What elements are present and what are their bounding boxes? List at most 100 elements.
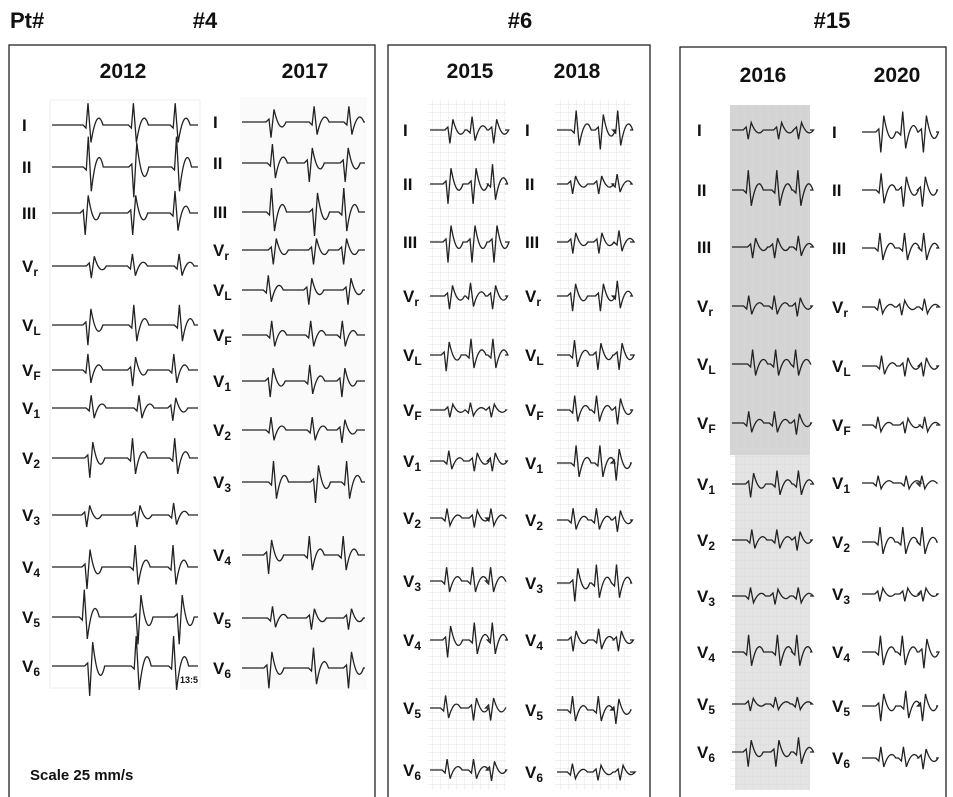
lead-label: I — [22, 116, 27, 135]
lead-label: V4 — [22, 558, 40, 580]
lead-letter: V — [832, 416, 844, 435]
lead-letter: V — [525, 701, 537, 720]
lead-label: I — [213, 113, 218, 132]
lead-subscript: L — [33, 324, 40, 338]
lead-letter: V — [213, 241, 225, 260]
lead-label: VF — [213, 326, 232, 348]
lead-letter: III — [832, 239, 846, 258]
lead-letter: V — [22, 506, 34, 525]
lead-label: II — [22, 158, 31, 177]
lead-label: Vr — [22, 257, 38, 279]
lead-subscript: 6 — [224, 667, 231, 681]
lead-letter: III — [697, 238, 711, 257]
lead-label: V3 — [697, 587, 715, 609]
lead-letter: V — [525, 574, 537, 593]
lead-label: V5 — [403, 699, 421, 721]
lead-subscript: r — [708, 305, 713, 319]
lead-subscript: L — [708, 363, 715, 377]
lead-label: V4 — [697, 643, 715, 665]
recording-year: 2018 — [554, 60, 601, 83]
lead-letter: V — [403, 346, 415, 365]
patient-id: #4 — [193, 8, 218, 33]
lead-label: VL — [22, 316, 41, 338]
lead-subscript: r — [414, 295, 419, 309]
lead-letter: V — [22, 257, 34, 276]
lead-label: II — [832, 181, 841, 200]
lead-subscript: 4 — [414, 639, 421, 653]
lead-label: I — [403, 121, 408, 140]
lead-subscript: 5 — [414, 707, 421, 721]
lead-letter: III — [213, 203, 227, 222]
lead-subscript: 5 — [224, 617, 231, 631]
ecg-strip — [860, 100, 936, 780]
lead-label: V4 — [213, 546, 231, 568]
lead-letter: V — [525, 346, 537, 365]
lead-label: V2 — [525, 511, 543, 533]
lead-subscript: 2 — [33, 457, 40, 471]
lead-letter: V — [525, 763, 537, 782]
lead-subscript: L — [843, 365, 850, 379]
ecg-strip — [50, 100, 200, 688]
lead-subscript: L — [414, 354, 421, 368]
timestamp: 13:5 — [180, 675, 198, 685]
lead-letter: V — [403, 452, 415, 471]
lead-letter: V — [525, 401, 537, 420]
lead-subscript: 6 — [414, 769, 421, 783]
lead-subscript: 6 — [33, 665, 40, 679]
lead-label: VF — [22, 361, 41, 383]
lead-subscript: 3 — [414, 580, 421, 594]
lead-letter: V — [403, 631, 415, 650]
lead-letter: V — [697, 743, 709, 762]
lead-letter: I — [213, 113, 218, 132]
lead-label: V5 — [22, 608, 40, 630]
lead-subscript: 3 — [708, 595, 715, 609]
lead-subscript: 3 — [224, 481, 231, 495]
lead-letter: V — [832, 585, 844, 604]
lead-label: V2 — [832, 533, 850, 555]
lead-label: Vr — [525, 287, 541, 309]
lead-subscript: 2 — [708, 539, 715, 553]
lead-subscript: F — [843, 424, 850, 438]
lead-letter: V — [213, 372, 225, 391]
lead-letter: I — [525, 121, 530, 140]
scale-note: Scale 25 mm/s — [30, 767, 133, 784]
lead-label: VF — [525, 401, 544, 423]
lead-letter: V — [697, 695, 709, 714]
lead-letter: V — [213, 609, 225, 628]
lead-subscript: 5 — [536, 709, 543, 723]
lead-subscript: 2 — [536, 519, 543, 533]
lead-subscript: L — [536, 354, 543, 368]
lead-label: V1 — [403, 452, 421, 474]
recording-year: 2020 — [874, 64, 921, 87]
patient-id: #15 — [814, 8, 851, 33]
lead-label: V2 — [213, 421, 231, 443]
lead-label: III — [213, 203, 227, 222]
lead-label: II — [403, 175, 412, 194]
lead-letter: V — [832, 643, 844, 662]
lead-label: V3 — [403, 572, 421, 594]
lead-subscript: F — [414, 409, 421, 423]
ecg-strip — [240, 97, 367, 690]
lead-subscript: 1 — [414, 460, 421, 474]
lead-subscript: F — [33, 369, 40, 383]
lead-letter: V — [22, 449, 34, 468]
figure: Pt# #4 #6 #15 13:5 Scale 25 mm/s 2012III… — [0, 0, 953, 797]
lead-letter: V — [213, 421, 225, 440]
lead-label: V5 — [525, 701, 543, 723]
lead-letter: V — [403, 401, 415, 420]
lead-letter: V — [22, 361, 34, 380]
lead-label: II — [697, 181, 706, 200]
lead-subscript: 4 — [33, 566, 40, 580]
lead-letter: V — [525, 631, 537, 650]
lead-label: V1 — [832, 474, 850, 496]
lead-subscript: r — [843, 306, 848, 320]
lead-letter: V — [403, 572, 415, 591]
lead-letter: V — [213, 546, 225, 565]
lead-letter: II — [832, 181, 841, 200]
pt-label: Pt# — [10, 8, 44, 33]
lead-letter: V — [832, 357, 844, 376]
lead-letter: V — [403, 509, 415, 528]
lead-label: II — [525, 175, 534, 194]
lead-subscript: 5 — [708, 703, 715, 717]
lead-label: V6 — [525, 763, 543, 785]
